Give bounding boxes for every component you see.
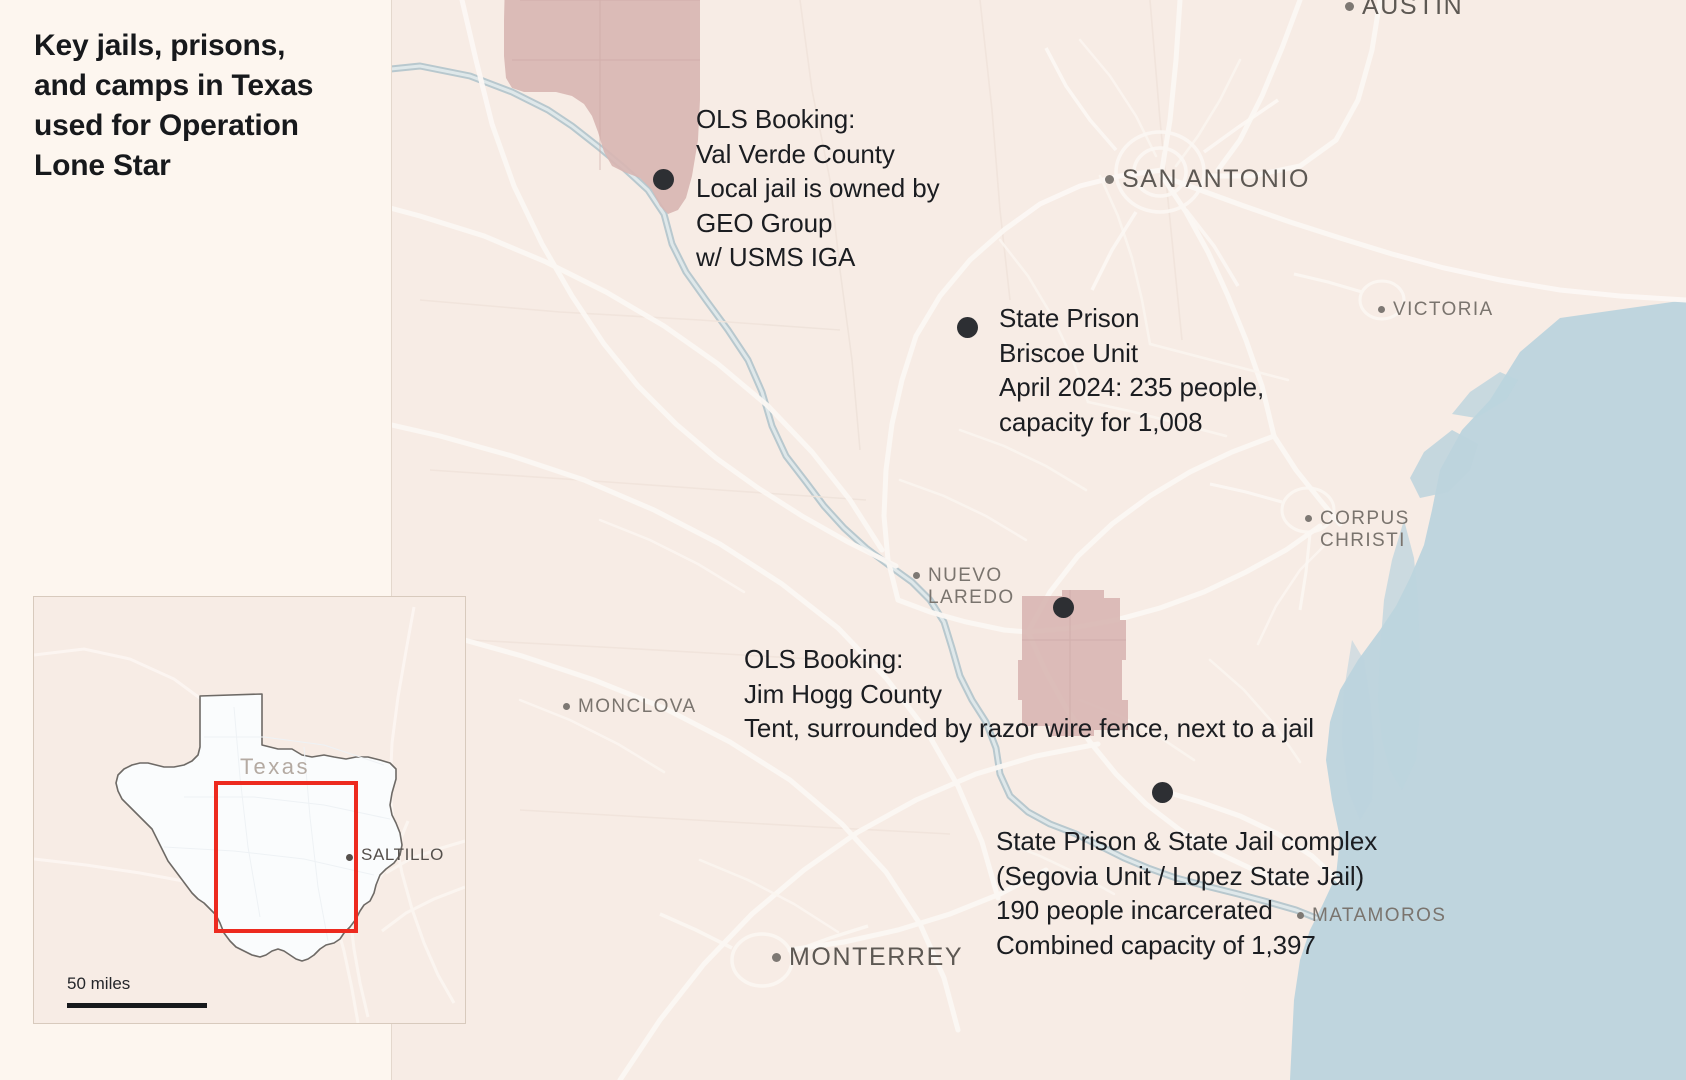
inset-locator-map[interactable]: Texas SALTILLO [33, 596, 466, 1024]
annotation-val-verde-label: OLS Booking: Val Verde County Local jail… [696, 104, 940, 273]
annotation-segovia-label: State Prison & State Jail complex (Segov… [996, 826, 1378, 960]
scale-bar-label: 50 miles [67, 974, 131, 993]
inset-basemap [34, 597, 465, 1023]
site-marker-briscoe[interactable] [957, 317, 978, 338]
site-marker-jim-hogg[interactable] [1053, 597, 1074, 618]
site-marker-segovia[interactable] [1152, 782, 1173, 803]
site-marker-val-verde[interactable] [653, 169, 674, 190]
scale-bar-rule [67, 1003, 207, 1008]
annotation-jim-hogg-label: OLS Booking: Jim Hogg County Tent, surro… [744, 644, 1314, 744]
annotation-briscoe-label: State Prison Briscoe Unit April 2024: 23… [999, 303, 1265, 437]
scale-bar: 50 miles [67, 974, 207, 1008]
inset-state-label: Texas [240, 754, 310, 779]
inset-city-label-saltillo: SALTILLO [361, 845, 444, 864]
inset-city-dot-saltillo [346, 854, 353, 861]
page-title: Key jails, prisons, and camps in Texas u… [34, 29, 314, 182]
